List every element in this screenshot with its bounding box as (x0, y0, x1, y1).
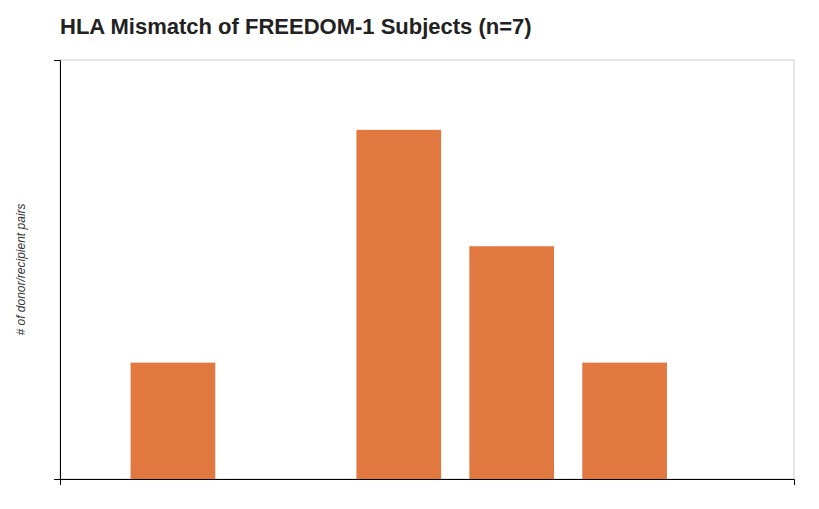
x-axis-line (61, 480, 795, 486)
bar (582, 363, 667, 479)
y-axis-label: # of donor/recipient pairs (14, 203, 28, 335)
bar (356, 130, 441, 479)
bars (131, 130, 667, 479)
plot (54, 60, 795, 485)
x-axis (61, 480, 795, 486)
bar (469, 246, 554, 479)
chart: HLA Mismatch of FREEDOM-1 Subjects (n=7)… (0, 0, 819, 509)
y-axis (54, 61, 61, 480)
bar (131, 363, 216, 479)
title: HLA Mismatch of FREEDOM-1 Subjects (n=7) (60, 14, 532, 39)
y-axis-line (54, 61, 61, 480)
plot-frame (60, 60, 794, 479)
